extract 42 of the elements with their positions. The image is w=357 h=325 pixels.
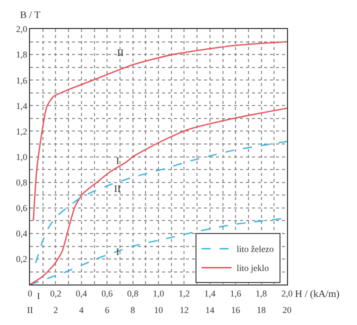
y-tick-label: 1,4	[16, 100, 28, 111]
x2-tick-label: 6	[104, 305, 110, 316]
legend-label: lito železo	[236, 244, 274, 254]
x-tick-label: 1,6	[230, 288, 242, 298]
x2-tick-label: 18	[256, 305, 266, 316]
annotation: I	[116, 156, 120, 167]
x-axis-title: H / (kA/m)	[295, 289, 340, 300]
x2-tick-label: 2	[53, 305, 58, 316]
y-tick-label: 1,0	[16, 152, 28, 162]
x-tick-label: 2,0	[281, 288, 294, 298]
x-tick-label: 0	[28, 288, 33, 298]
annotation: I	[116, 247, 120, 258]
y-tick-label: 0,8	[16, 178, 28, 188]
x-tick-label: 1,0	[152, 288, 165, 298]
x2-tick-label: 14	[205, 305, 215, 316]
x-tick-label: 1,4	[204, 288, 216, 298]
y-axis-title: B / T	[20, 10, 40, 21]
annotation: II	[114, 184, 121, 195]
legend-label: lito jeklo	[236, 263, 270, 274]
x2-tick-label: 20	[282, 305, 292, 316]
x2-tick-label: 12	[180, 305, 189, 316]
x2-tick-label: 10	[154, 305, 164, 316]
y-tick-label: 1,6	[16, 75, 28, 86]
annotation: II	[117, 48, 124, 59]
x-tick-label: 0,6	[101, 288, 114, 298]
x-tick-label: 0,8	[127, 288, 139, 298]
y-tick-label: 0,2	[16, 254, 28, 264]
text: I	[37, 291, 40, 301]
x-tick-label: 0,4	[76, 288, 88, 298]
x2-tick-label: 16	[231, 305, 241, 316]
x2-tick-label: 4	[79, 305, 84, 316]
y-tick-label: 0,6	[16, 203, 28, 214]
x2-tick-label: 8	[130, 305, 136, 316]
x-tick-label: 0,2	[50, 288, 62, 298]
x-tick-label: 1,2	[178, 288, 190, 298]
y-tick-label: 1,8	[16, 50, 28, 60]
y-tick-label: 2,0	[16, 24, 28, 34]
y-tick-label: 0,4	[16, 228, 28, 239]
x-tick-label: 1,8	[256, 288, 268, 298]
line-series	[30, 108, 287, 285]
x2-tick-label: II	[27, 305, 33, 316]
y-tick-label: 1,2	[16, 126, 28, 136]
